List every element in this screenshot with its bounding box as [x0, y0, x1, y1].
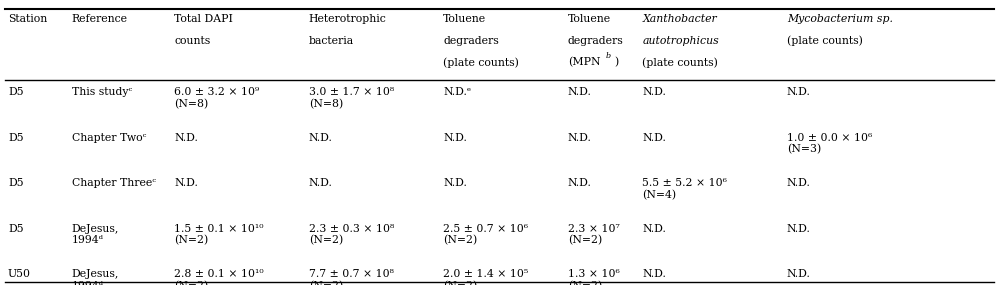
Text: 6.0 ± 3.2 × 10⁹
(N=8): 6.0 ± 3.2 × 10⁹ (N=8) — [174, 87, 260, 109]
Text: N.D.: N.D. — [787, 269, 811, 279]
Text: N.D.ᵉ: N.D.ᵉ — [443, 87, 471, 97]
Text: 7.7 ± 0.7 × 10⁸
(N=2): 7.7 ± 0.7 × 10⁸ (N=2) — [309, 269, 393, 285]
Text: N.D.: N.D. — [642, 224, 666, 234]
Text: 5.5 ± 5.2 × 10⁶
(N=4): 5.5 ± 5.2 × 10⁶ (N=4) — [642, 178, 727, 200]
Text: (plate counts): (plate counts) — [443, 57, 519, 68]
Text: 1.5 ± 0.1 × 10¹⁰
(N=2): 1.5 ± 0.1 × 10¹⁰ (N=2) — [174, 224, 264, 246]
Text: D5: D5 — [8, 87, 24, 97]
Text: Total DAPI: Total DAPI — [174, 14, 233, 24]
Text: N.D.: N.D. — [642, 133, 666, 142]
Text: N.D.: N.D. — [568, 178, 592, 188]
Text: N.D.: N.D. — [787, 178, 811, 188]
Text: 1.3 × 10⁶
(N=2): 1.3 × 10⁶ (N=2) — [568, 269, 620, 285]
Text: Xanthobacter: Xanthobacter — [642, 14, 717, 24]
Text: degraders: degraders — [568, 36, 623, 46]
Text: N.D.: N.D. — [568, 87, 592, 97]
Text: 2.3 × 10⁷
(N=2): 2.3 × 10⁷ (N=2) — [568, 224, 620, 246]
Text: Mycobacterium sp.: Mycobacterium sp. — [787, 14, 892, 24]
Text: N.D.: N.D. — [309, 133, 333, 142]
Text: (plate counts): (plate counts) — [642, 57, 718, 68]
Text: 3.0 ± 1.7 × 10⁸
(N=8): 3.0 ± 1.7 × 10⁸ (N=8) — [309, 87, 393, 109]
Text: ): ) — [615, 57, 619, 67]
Text: N.D.: N.D. — [443, 133, 467, 142]
Text: Station: Station — [8, 14, 47, 24]
Text: Reference: Reference — [72, 14, 127, 24]
Text: degraders: degraders — [443, 36, 499, 46]
Text: N.D.: N.D. — [642, 87, 666, 97]
Text: (MPN: (MPN — [568, 57, 601, 67]
Text: counts: counts — [174, 36, 210, 46]
Text: DeJesus,
1994ᵈ: DeJesus, 1994ᵈ — [72, 224, 120, 245]
Text: Chapter Twoᶜ: Chapter Twoᶜ — [72, 133, 146, 142]
Text: This studyᶜ: This studyᶜ — [72, 87, 131, 97]
Text: U50: U50 — [8, 269, 31, 279]
Text: Toluene: Toluene — [568, 14, 611, 24]
Text: DeJesus,
1994ᵈ: DeJesus, 1994ᵈ — [72, 269, 120, 285]
Text: N.D.: N.D. — [174, 133, 198, 142]
Text: N.D.: N.D. — [642, 269, 666, 279]
Text: 1.0 ± 0.0 × 10⁶
(N=3): 1.0 ± 0.0 × 10⁶ (N=3) — [787, 133, 872, 154]
Text: N.D.: N.D. — [787, 224, 811, 234]
Text: N.D.: N.D. — [443, 178, 467, 188]
Text: D5: D5 — [8, 178, 24, 188]
Text: 2.0 ± 1.4 × 10⁵
(N=2): 2.0 ± 1.4 × 10⁵ (N=2) — [443, 269, 529, 285]
Text: b: b — [606, 52, 611, 60]
Text: D5: D5 — [8, 133, 24, 142]
Text: bacteria: bacteria — [309, 36, 354, 46]
Text: N.D.: N.D. — [174, 178, 198, 188]
Text: Toluene: Toluene — [443, 14, 486, 24]
Text: 2.3 ± 0.3 × 10⁸
(N=2): 2.3 ± 0.3 × 10⁸ (N=2) — [309, 224, 394, 246]
Text: Chapter Threeᶜ: Chapter Threeᶜ — [72, 178, 155, 188]
Text: D5: D5 — [8, 224, 24, 234]
Text: autotrophicus: autotrophicus — [642, 36, 719, 46]
Text: N.D.: N.D. — [787, 87, 811, 97]
Text: N.D.: N.D. — [568, 133, 592, 142]
Text: Heterotrophic: Heterotrophic — [309, 14, 386, 24]
Text: 2.8 ± 0.1 × 10¹⁰
(N=2): 2.8 ± 0.1 × 10¹⁰ (N=2) — [174, 269, 264, 285]
Text: 2.5 ± 0.7 × 10⁶
(N=2): 2.5 ± 0.7 × 10⁶ (N=2) — [443, 224, 528, 246]
Text: (plate counts): (plate counts) — [787, 36, 863, 46]
Text: N.D.: N.D. — [309, 178, 333, 188]
